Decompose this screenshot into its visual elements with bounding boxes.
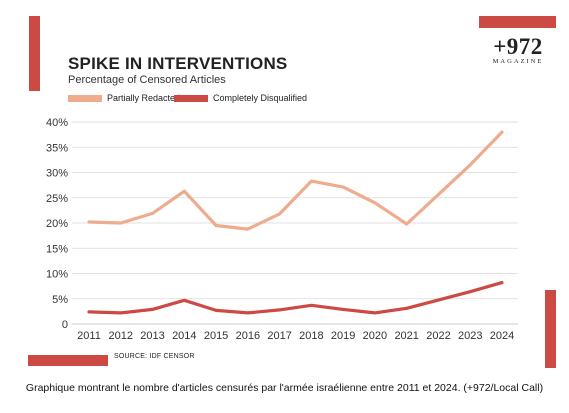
x-tick-label: 2018 xyxy=(299,330,323,342)
y-tick-label: 0 xyxy=(62,319,68,331)
series-line-partially-redacted xyxy=(87,130,504,231)
x-tick-label: 2019 xyxy=(331,330,355,342)
source-note: SOURCE: IDF CENSOR xyxy=(114,353,195,360)
y-tick-label: 5% xyxy=(52,294,68,306)
x-tick-label: 2022 xyxy=(426,330,450,342)
image-caption: Graphique montrant le nombre d'articles … xyxy=(25,382,544,394)
y-tick-label: 35% xyxy=(46,142,68,154)
legend-label-complete: Completely Disqualified xyxy=(213,93,308,103)
x-tick-label: 2024 xyxy=(490,330,514,342)
legend-swatch-partial xyxy=(68,94,102,102)
x-tick-label: 2014 xyxy=(172,330,196,342)
legend-item-partially-redacted: Partially Redacted xyxy=(68,93,180,103)
accent-bar-top-right xyxy=(479,16,556,28)
legend-swatch-complete xyxy=(174,94,208,102)
magazine-logo: +972 MAGAZINE xyxy=(486,34,550,66)
y-tick-label: 20% xyxy=(46,218,68,230)
chart-subtitle: Percentage of Censored Articles xyxy=(68,74,226,86)
accent-bar-bottom-left xyxy=(28,355,108,366)
legend-item-completely-disqualified: Completely Disqualified xyxy=(174,93,307,103)
x-tick-label: 2011 xyxy=(77,330,101,342)
y-tick-label: 40% xyxy=(46,117,68,129)
accent-bar-right xyxy=(545,290,556,368)
y-tick-label: 10% xyxy=(46,269,68,281)
x-tick-label: 2015 xyxy=(204,330,228,342)
x-tick-label: 2021 xyxy=(394,330,418,342)
accent-bar-left xyxy=(29,16,40,91)
y-tick-label: 25% xyxy=(46,193,68,205)
x-tick-label: 2017 xyxy=(267,330,291,342)
x-tick-label: 2020 xyxy=(363,330,387,342)
logo-main-text: +972 xyxy=(493,34,543,59)
chart-title: SPIKE IN INTERVENTIONS xyxy=(68,54,288,73)
legend-label-partial: Partially Redacted xyxy=(107,93,181,103)
x-tick-label: 2013 xyxy=(140,330,164,342)
y-tick-label: 30% xyxy=(46,168,68,180)
series-line-completely-disqualified xyxy=(87,281,504,315)
logo-sub-text: MAGAZINE xyxy=(492,58,544,65)
x-tick-label: 2023 xyxy=(458,330,482,342)
y-tick-label: 15% xyxy=(46,243,68,255)
x-tick-label: 2016 xyxy=(236,330,260,342)
x-tick-label: 2012 xyxy=(109,330,133,342)
